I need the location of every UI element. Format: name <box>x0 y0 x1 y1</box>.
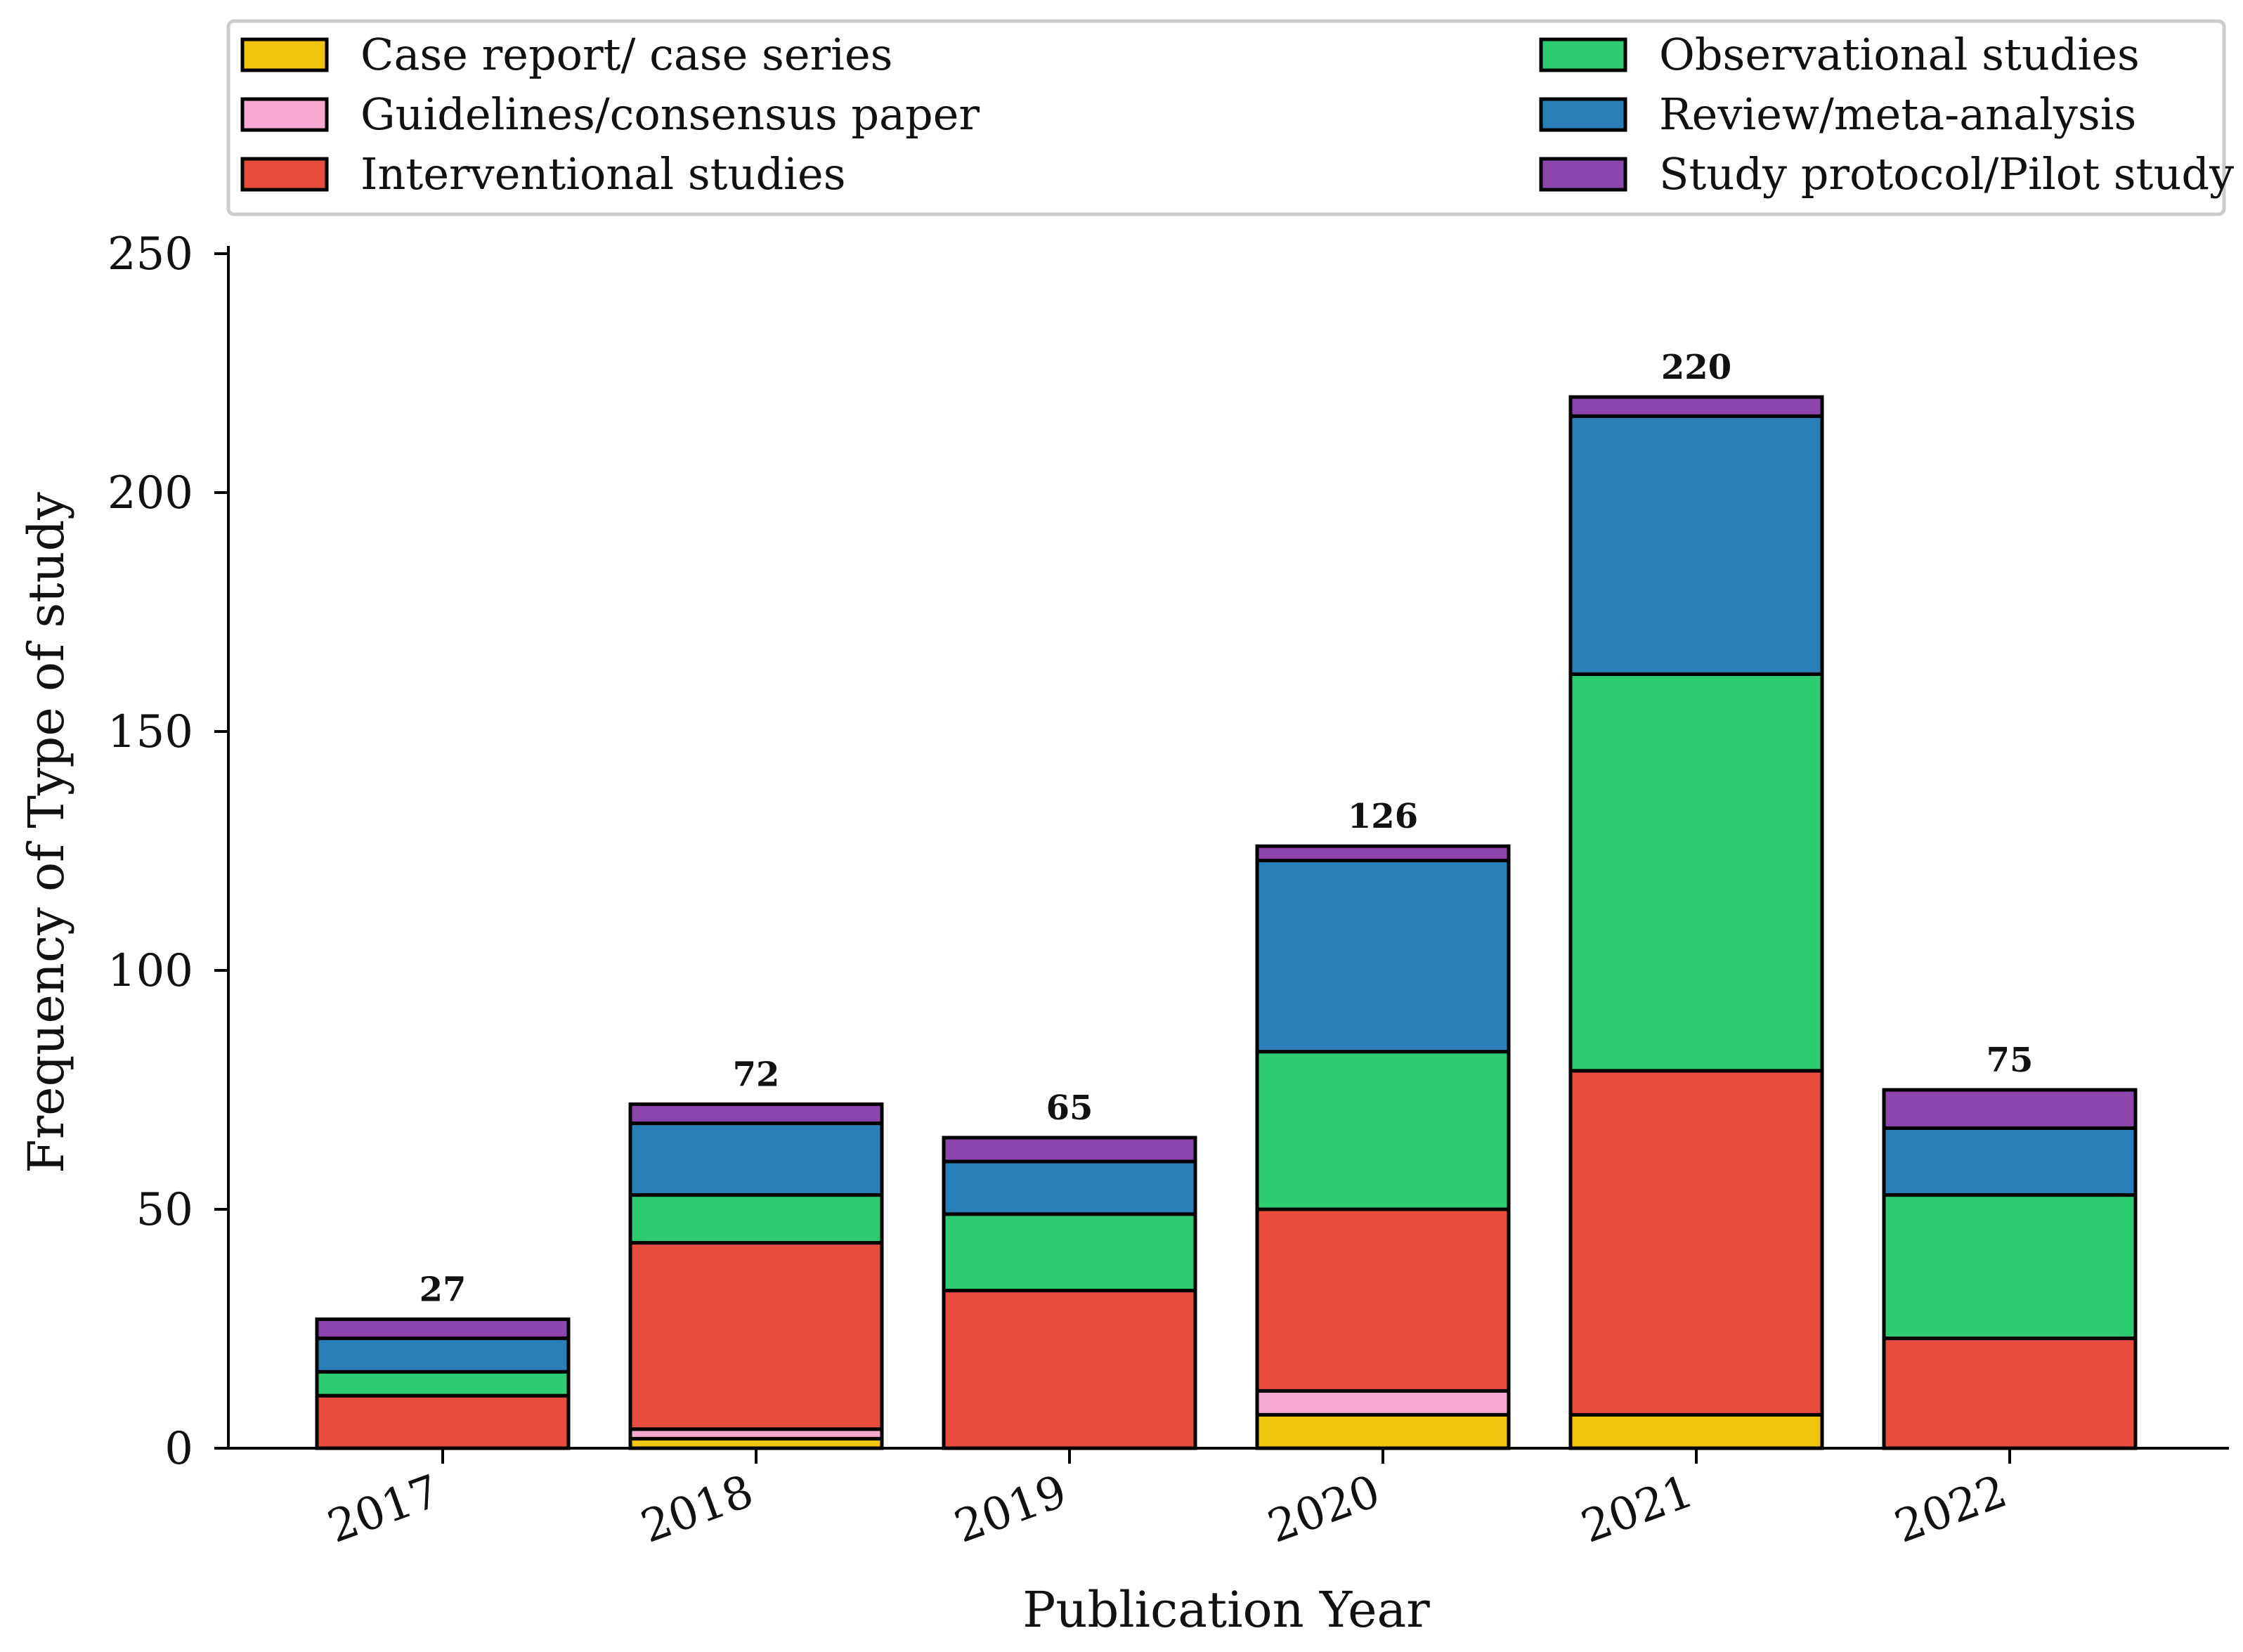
bar-segment-2019-5 <box>942 1136 1197 1164</box>
bar-segment-2017-2 <box>315 1393 571 1450</box>
bar-segment-2019-4 <box>942 1159 1197 1216</box>
totals-group: 27 72 65 126 220 75 <box>420 348 2034 1309</box>
legend: Case report/ case series Guidelines/conse… <box>226 19 2234 216</box>
legend-label-1: Guidelines/consensus paper <box>360 89 980 140</box>
bar-segment-2017-5 <box>315 1317 571 1341</box>
bar-segment-2020-5 <box>1255 844 1511 863</box>
legend-label-5: Study protocol/Pilot study <box>1659 148 2234 200</box>
legend-label-2: Interventional studies <box>360 148 846 200</box>
bar-segment-2020-1 <box>1255 1388 1511 1417</box>
y-tick-label: 50 <box>136 1184 193 1236</box>
bar-segment-2021-5 <box>1568 395 1824 418</box>
bar-segment-2019-3 <box>942 1212 1197 1293</box>
bar-segment-2022-4 <box>1882 1126 2138 1197</box>
bar-segment-2020-3 <box>1255 1050 1511 1211</box>
y-tick-label: 250 <box>108 228 193 280</box>
total-label-2018: 72 <box>733 1055 780 1094</box>
y-ticks: 0 50 100 150 200 250 <box>108 228 228 1475</box>
bar-segment-2021-0 <box>1568 1412 1824 1450</box>
x-ticks: 2017 2018 2019 2020 2021 2022 <box>321 1448 2013 1554</box>
bar-segment-2021-4 <box>1568 414 1824 676</box>
bar-segment-2017-3 <box>315 1370 571 1398</box>
bar-segment-2018-2 <box>628 1241 884 1431</box>
bar-segment-2019-2 <box>942 1289 1197 1450</box>
legend-swatch-1 <box>240 97 329 132</box>
y-axis-title: Frequency of Type of study <box>18 492 75 1173</box>
bar-segment-2022-5 <box>1882 1088 2138 1130</box>
y-tick-label: 150 <box>108 706 193 758</box>
x-tick-label-2020: 2020 <box>1261 1465 1386 1553</box>
x-axis-title: Publication Year <box>1022 1581 1430 1639</box>
bar-segment-2021-2 <box>1568 1069 1824 1417</box>
bar-segment-2021-3 <box>1568 672 1824 1073</box>
total-label-2022: 75 <box>1987 1041 2034 1080</box>
total-label-2020: 126 <box>1348 797 1418 836</box>
bar-segment-2018-4 <box>628 1121 884 1197</box>
x-tick-label-2019: 2019 <box>948 1465 1073 1553</box>
axes-group <box>227 246 2229 1450</box>
total-label-2017: 27 <box>420 1270 467 1309</box>
bar-segment-2020-2 <box>1255 1207 1511 1393</box>
y-tick-label: 100 <box>108 945 193 997</box>
x-tick-label-2018: 2018 <box>635 1465 760 1553</box>
x-tick-label-2017: 2017 <box>321 1465 446 1553</box>
bar-segment-2020-0 <box>1255 1412 1511 1450</box>
bar-segment-2022-2 <box>1882 1336 2138 1450</box>
y-tick-label: 200 <box>108 467 193 519</box>
total-label-2019: 65 <box>1046 1088 1093 1128</box>
legend-swatch-0 <box>240 37 329 72</box>
x-tick-label-2021: 2021 <box>1575 1465 1700 1553</box>
legend-swatch-4 <box>1539 97 1627 132</box>
legend-swatch-5 <box>1539 157 1627 192</box>
bar-segment-2017-4 <box>315 1336 571 1374</box>
legend-label-0: Case report/ case series <box>360 29 893 80</box>
legend-swatch-2 <box>240 157 329 192</box>
legend-swatch-3 <box>1539 37 1627 72</box>
bars-group <box>315 395 2138 1450</box>
bar-segment-2018-3 <box>628 1193 884 1245</box>
x-tick-label-2022: 2022 <box>1888 1465 2013 1553</box>
legend-label-3: Observational studies <box>1659 29 2140 80</box>
y-tick-label: 0 <box>164 1423 193 1475</box>
legend-label-4: Review/meta-analysis <box>1659 89 2136 140</box>
bar-segment-2022-3 <box>1882 1193 2138 1341</box>
bar-segment-2020-4 <box>1255 859 1511 1054</box>
bar-segment-2018-5 <box>628 1102 884 1126</box>
legend-frame <box>226 19 2226 216</box>
total-label-2021: 220 <box>1661 348 1731 387</box>
